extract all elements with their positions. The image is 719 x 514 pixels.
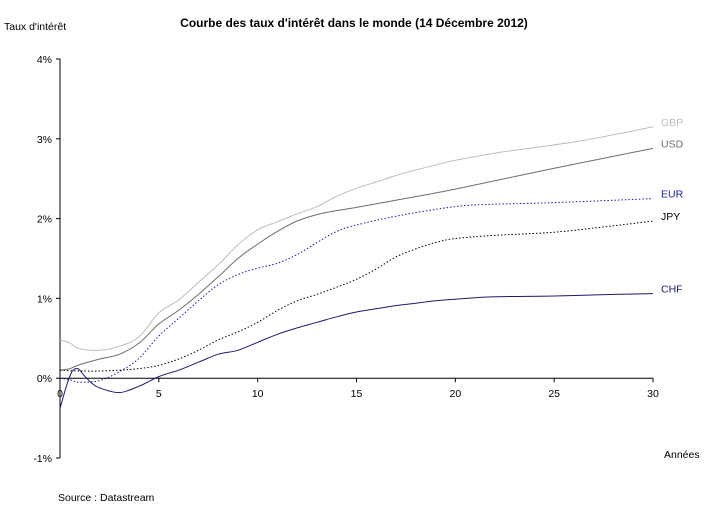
- y-tick-label: 2%: [37, 214, 52, 226]
- y-tick-label: 1%: [37, 293, 52, 305]
- x-tick-label: 5: [156, 388, 162, 400]
- y-tick-label: 0%: [37, 373, 52, 385]
- y-tick-label: -1%: [33, 453, 52, 465]
- series-line-usd: [59, 147, 654, 371]
- y-tick-label: 3%: [37, 134, 52, 146]
- series-line-gbp: [59, 126, 654, 351]
- series-line-eur: [59, 198, 654, 383]
- series-label-gbp: GBP: [661, 117, 683, 129]
- series-line-chf: [59, 293, 654, 409]
- x-tick-label: 30: [647, 388, 659, 400]
- x-tick-label: 20: [449, 388, 461, 400]
- y-axis-label: Taux d'intérêt: [4, 21, 66, 33]
- x-tick-label: 25: [548, 388, 560, 400]
- series-label-jpy: JPY: [661, 211, 680, 223]
- series-label-chf: CHF: [661, 284, 683, 296]
- chart-title: Courbe des taux d'intérêt dans le monde …: [180, 16, 528, 30]
- series-label-eur: EUR: [661, 189, 684, 201]
- x-tick-label: 15: [351, 388, 363, 400]
- series-lines: [59, 126, 654, 409]
- series-label-usd: USD: [661, 138, 684, 150]
- source-note: Source : Datastream: [58, 492, 155, 504]
- y-tick-label: 4%: [37, 54, 52, 66]
- series-labels: GBP USD EUR JPY CHF: [661, 117, 684, 296]
- x-tick-label: 0: [57, 388, 63, 400]
- x-axis-label: Années: [664, 449, 700, 461]
- axes: -1% 0% 1% 2% 3% 4% 0 5 10 15 20 25 30: [33, 54, 659, 465]
- x-tick-label: 10: [252, 388, 264, 400]
- series-line-jpy: [59, 220, 654, 372]
